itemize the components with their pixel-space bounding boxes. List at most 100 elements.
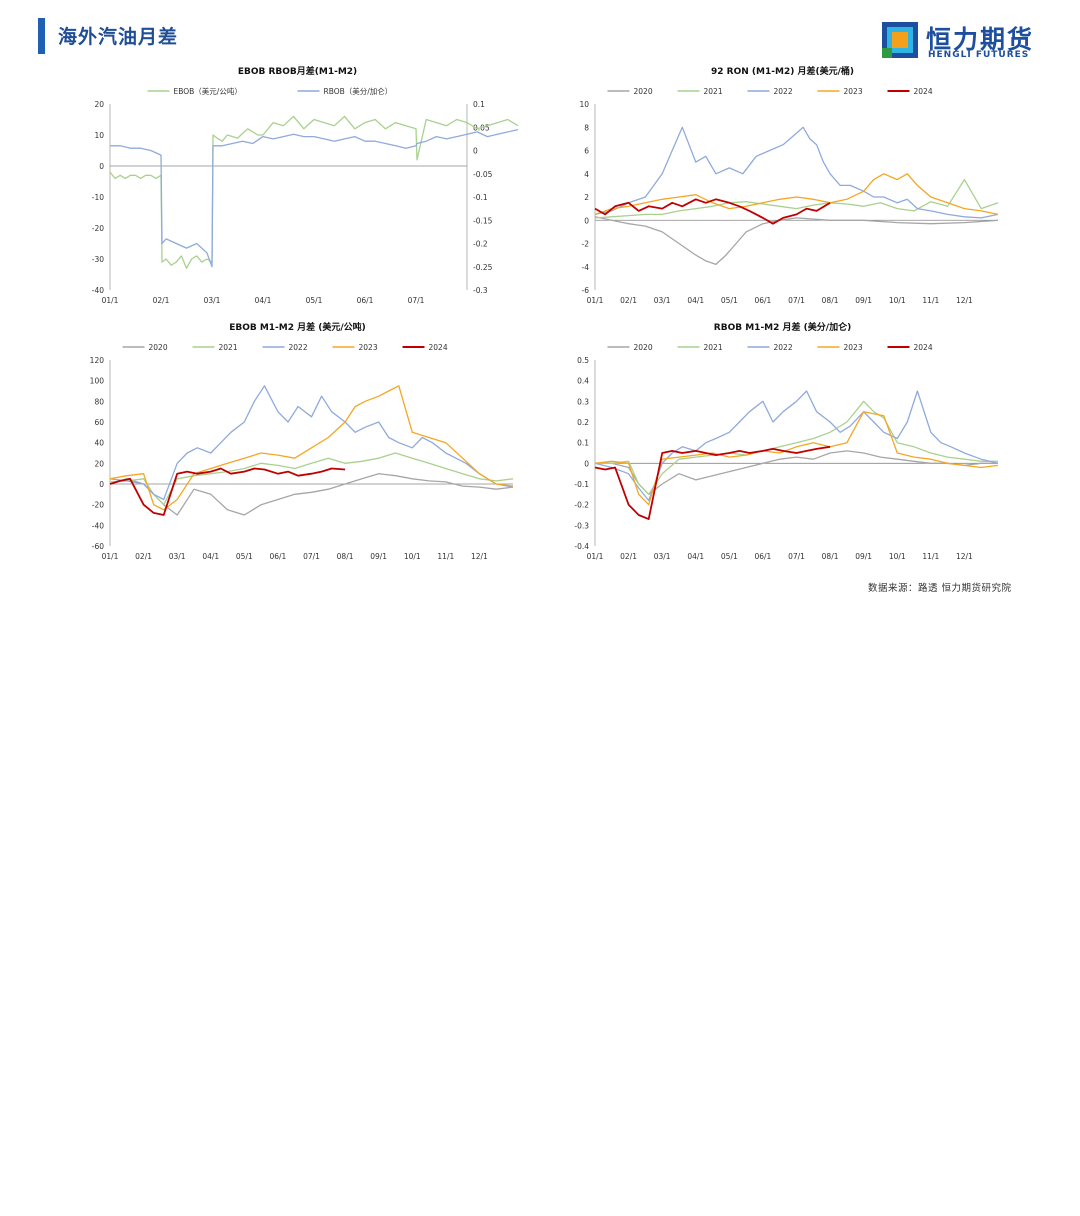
c1-y-tick-6: 20 — [94, 100, 104, 109]
c1-x-tick-3: 04/1 — [255, 296, 272, 305]
c1-title: EBOB RBOB月差(M1-M2) — [238, 65, 357, 77]
c1-legend-label-0: EBOB（美元/公吨） — [174, 86, 242, 96]
data-source: 数据来源：路透 恒力期货研究院 — [868, 580, 1012, 594]
c1-y2-tick-6: 0 — [473, 147, 478, 156]
c1-series-line-0 — [110, 116, 518, 268]
c4-series-line-3 — [595, 412, 998, 505]
c1-x-tick-5: 06/1 — [357, 296, 374, 305]
c1-y-tick-2: -20 — [92, 224, 104, 233]
c4-x-tick-0: 01/1 — [587, 552, 604, 561]
c4-x-tick-10: 11/1 — [922, 552, 939, 561]
c4-legend-label-4: 2024 — [914, 343, 933, 352]
c4-y-tick-3: -0.1 — [574, 480, 589, 489]
c4-x-tick-7: 08/1 — [822, 552, 839, 561]
c1-y2-tick-0: -0.3 — [473, 286, 488, 295]
c1-y2-tick-3: -0.15 — [473, 216, 493, 225]
c1-x-tick-2: 03/1 — [204, 296, 221, 305]
c2-y-tick-5: 4 — [584, 170, 589, 179]
c2-x-tick-0: 01/1 — [587, 296, 604, 305]
c2-x-tick-8: 09/1 — [855, 296, 872, 305]
c3-title: EBOB M1-M2 月差 (美元/公吨) — [229, 321, 366, 333]
c2-x-tick-1: 02/1 — [620, 296, 637, 305]
c3-y-tick-3: 0 — [99, 480, 104, 489]
c3-x-tick-4: 05/1 — [236, 552, 253, 561]
c3-legend-label-0: 2020 — [149, 343, 168, 352]
c3-legend-label-2: 2022 — [289, 343, 308, 352]
c2-x-tick-3: 04/1 — [687, 296, 704, 305]
c4-y-tick-1: -0.3 — [574, 521, 589, 530]
chart-rbob-seasonal: RBOB M1-M2 月差 (美分/加仑) 2020 2021 2022 2023 202… — [555, 318, 1010, 566]
c4-x-tick-11: 12/1 — [956, 552, 973, 561]
page-title: 海外汽油月差 — [58, 22, 178, 49]
c4-legend-label-2: 2022 — [774, 343, 793, 352]
c3-y-tick-8: 100 — [90, 377, 105, 386]
c2-x-tick-9: 10/1 — [889, 296, 906, 305]
c1-x-tick-0: 01/1 — [102, 296, 119, 305]
c3-x-tick-5: 06/1 — [269, 552, 286, 561]
logo-mark-icon — [882, 22, 918, 58]
c2-y-tick-3: 0 — [584, 216, 589, 225]
chart-ebob-seasonal: EBOB M1-M2 月差 (美元/公吨) 2020 2021 2022 2023 202… — [70, 318, 525, 566]
c4-x-tick-1: 02/1 — [620, 552, 637, 561]
chart-92ron-spread: 92 RON (M1-M2) 月差(美元/桶) 2020 2021 2022 2023 2… — [555, 62, 1010, 310]
c2-x-tick-7: 08/1 — [822, 296, 839, 305]
c4-y-tick-0: -0.4 — [574, 542, 589, 551]
c4-title: RBOB M1-M2 月差 (美分/加仑) — [714, 321, 851, 333]
c2-y-tick-7: 8 — [584, 123, 589, 132]
chart-ebob-rbob-spread: EBOB RBOB月差(M1-M2) EBOB（美元/公吨） RBOB（美分/加仑）… — [70, 62, 525, 310]
c3-legend-label-3: 2023 — [359, 343, 378, 352]
c2-y-tick-2: -2 — [582, 240, 590, 249]
c3-x-tick-9: 10/1 — [404, 552, 421, 561]
c2-x-tick-2: 03/1 — [654, 296, 671, 305]
c2-legend-label-2: 2022 — [774, 87, 793, 96]
c3-y-tick-4: 20 — [94, 459, 104, 468]
c4-x-tick-2: 03/1 — [654, 552, 671, 561]
c2-x-tick-4: 05/1 — [721, 296, 738, 305]
c3-y-tick-9: 120 — [90, 356, 105, 365]
c4-x-tick-9: 10/1 — [889, 552, 906, 561]
logo-subtext: HENGLI FUTURES — [928, 50, 1029, 60]
c1-x-tick-4: 05/1 — [306, 296, 323, 305]
c3-y-tick-7: 80 — [94, 397, 104, 406]
c4-y-tick-6: 0.2 — [577, 418, 589, 427]
c1-y2-tick-4: -0.1 — [473, 193, 488, 202]
c3-series-line-4 — [110, 469, 345, 516]
c1-x-tick-6: 07/1 — [408, 296, 425, 305]
c2-y-tick-1: -4 — [582, 263, 590, 272]
c3-x-tick-6: 07/1 — [303, 552, 320, 561]
c1-svg: EBOB RBOB月差(M1-M2) EBOB（美元/公吨） RBOB（美分/加仑）… — [70, 62, 525, 310]
c4-x-tick-6: 07/1 — [788, 552, 805, 561]
c4-y-tick-4: 0 — [584, 459, 589, 468]
c4-x-tick-8: 09/1 — [855, 552, 872, 561]
c4-y-tick-9: 0.5 — [577, 356, 589, 365]
c3-y-tick-0: -60 — [92, 542, 104, 551]
c3-legend-label-4: 2024 — [429, 343, 448, 352]
c2-y-tick-6: 6 — [584, 147, 589, 156]
c1-y2-tick-8: 0.1 — [473, 100, 485, 109]
c3-y-tick-5: 40 — [94, 439, 104, 448]
title-accent-bar — [38, 18, 45, 54]
c1-x-tick-1: 02/1 — [153, 296, 170, 305]
c1-y-tick-5: 10 — [94, 131, 104, 140]
c1-y-tick-4: 0 — [99, 162, 104, 171]
c3-x-tick-11: 12/1 — [471, 552, 488, 561]
c2-legend-label-1: 2021 — [704, 87, 723, 96]
c3-x-tick-2: 03/1 — [169, 552, 186, 561]
c2-x-tick-6: 07/1 — [788, 296, 805, 305]
c2-title: 92 RON (M1-M2) 月差(美元/桶) — [711, 65, 854, 77]
c3-x-tick-10: 11/1 — [437, 552, 454, 561]
c4-legend-label-0: 2020 — [634, 343, 653, 352]
c1-y-tick-1: -30 — [92, 255, 104, 264]
c3-x-tick-8: 09/1 — [370, 552, 387, 561]
c1-legend-label-1: RBOB（美分/加仑） — [324, 86, 393, 96]
c3-series-line-2 — [110, 386, 513, 500]
c4-y-tick-5: 0.1 — [577, 439, 589, 448]
c3-legend-label-1: 2021 — [219, 343, 238, 352]
c2-legend-label-0: 2020 — [634, 87, 653, 96]
c2-legend-label-3: 2023 — [844, 87, 863, 96]
c3-y-tick-1: -40 — [92, 521, 104, 530]
c4-legend-label-1: 2021 — [704, 343, 723, 352]
c4-legend-label-3: 2023 — [844, 343, 863, 352]
c4-svg: RBOB M1-M2 月差 (美分/加仑) 2020 2021 2022 2023 202… — [555, 318, 1010, 566]
c1-y2-tick-5: -0.05 — [473, 170, 493, 179]
